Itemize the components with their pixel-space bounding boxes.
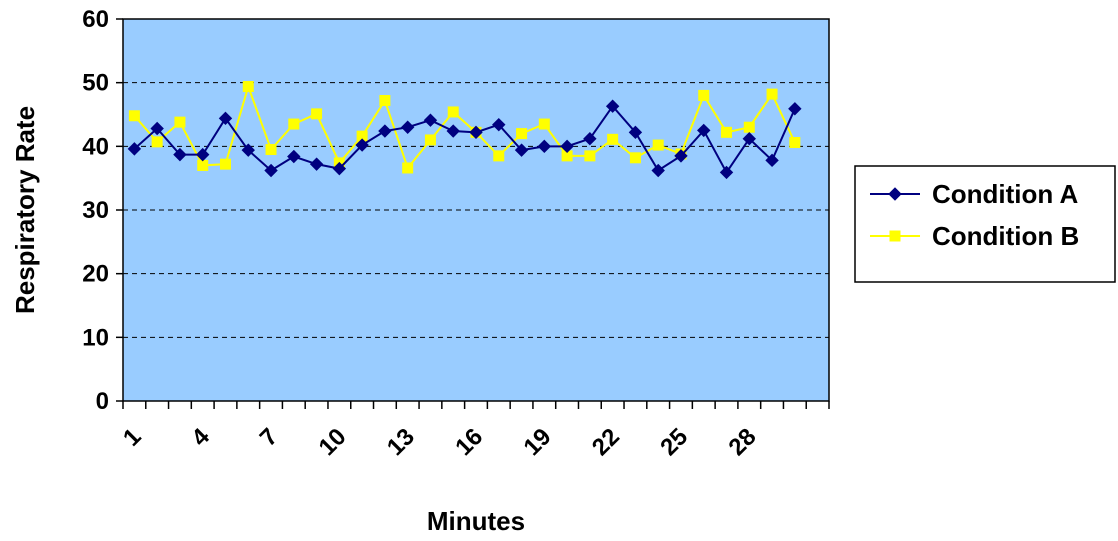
x-tick-label: 13 [382,423,420,461]
data-point [719,165,734,180]
legend-label: Condition A [932,179,1079,209]
data-point [127,142,142,156]
data-point [265,144,277,156]
data-point [721,126,733,138]
y-tick-label: 30 [82,197,109,224]
data-point [424,134,436,146]
data-point [584,150,596,162]
data-point [493,150,505,162]
y-axis-title: Respiratory Rate [10,106,40,314]
x-tick-label: 25 [655,423,693,461]
data-point [742,131,756,146]
data-point [219,158,231,170]
legend-items: Condition A Condition B [870,179,1079,251]
y-tick-label: 40 [82,133,109,160]
data-point [378,124,392,138]
data-point [173,147,187,162]
data-point [355,138,369,152]
legend-item-condition-b: Condition B [870,221,1079,251]
x-tick-label: 16 [450,423,488,461]
data-point [423,113,438,127]
x-tick-label: 4 [186,423,215,452]
legend-swatch-marker [889,230,901,242]
data-point [605,99,620,113]
data-point [128,110,140,122]
legend-item-condition-a: Condition A [870,179,1079,209]
data-point [288,118,300,130]
data-point [629,152,641,164]
gridlines [123,82,829,338]
y-tick-label: 50 [82,70,109,97]
legend-box [854,165,1116,283]
data-point [583,131,597,146]
x-tick-label: 19 [519,423,557,461]
data-point [628,125,643,140]
data-point [150,121,164,136]
data-point [447,106,459,118]
data-point [402,162,414,174]
x-tick-label: 28 [724,423,762,461]
data-point [514,143,529,157]
series-line [133,104,796,175]
data-point [743,121,755,133]
data-point [560,139,574,154]
data-point [218,111,233,126]
x-tick-label: 1 [118,423,147,452]
data-point [196,147,210,162]
data-point [311,108,323,120]
data-point [151,136,163,148]
data-point [332,161,347,176]
data-point [538,118,550,130]
data-point [400,120,415,134]
data-point [789,137,801,149]
data-point [652,139,664,151]
data-point [241,143,255,157]
x-tick-label: 7 [255,423,284,452]
data-point [651,163,665,178]
data-point [766,88,778,100]
y-tick-label: 20 [82,261,109,288]
series-group [127,80,802,180]
data-point [765,153,779,168]
y-tick-label: 10 [82,324,109,351]
legend-swatch-marker [888,187,902,201]
legend: Condition A Condition B [854,165,1116,283]
data-point [242,80,254,92]
series-condition-a [127,99,802,180]
data-point [492,117,506,132]
data-point [446,124,460,138]
data-point [197,159,209,171]
data-point [174,116,186,128]
y-axis-ticks: 0 10 20 30 40 50 60 [82,6,123,415]
data-point [607,133,619,145]
data-point [379,94,391,106]
legend-label: Condition B [932,221,1079,251]
data-point [788,102,802,116]
x-tick-label: 22 [587,423,625,461]
series-line [133,83,796,171]
data-point [698,89,710,101]
y-tick-label: 0 [96,388,109,415]
x-axis-ticks: 1 4 7 10 13 16 19 22 25 28 [118,401,830,461]
data-point [697,123,711,138]
data-point [264,163,278,178]
data-point [674,149,688,163]
data-point [537,139,552,154]
data-point [516,128,528,140]
y-tick-label: 60 [82,6,109,33]
data-point [287,149,301,164]
x-axis-title: Minutes [427,506,525,536]
data-point [469,125,483,140]
data-point [309,157,324,171]
x-tick-label: 10 [314,423,352,461]
